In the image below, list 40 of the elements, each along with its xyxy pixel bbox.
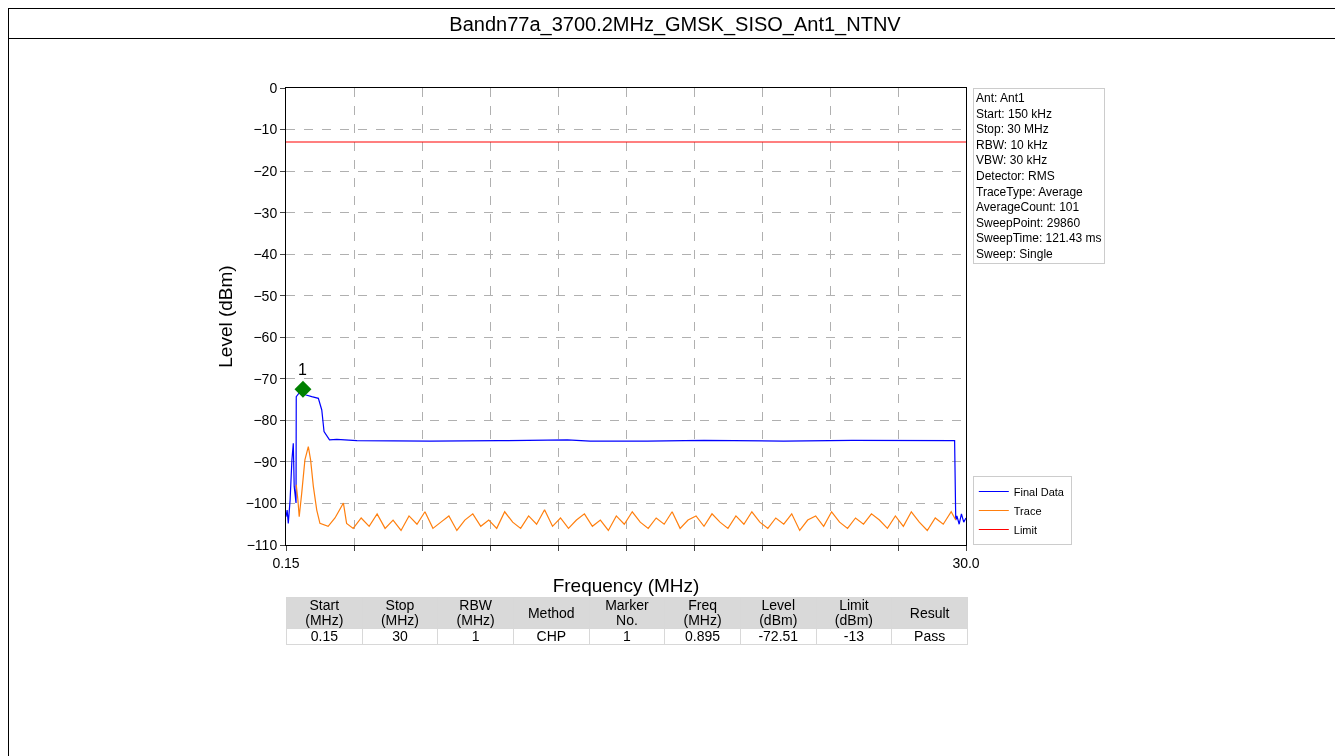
y-tick-label: −100	[245, 495, 278, 512]
x-axis-title: Frequency (MHz)	[552, 574, 700, 596]
text: 1	[437, 628, 514, 645]
text: -13	[816, 628, 892, 645]
text: 30	[362, 628, 438, 645]
text: Pass	[891, 628, 968, 645]
text: Ant: Ant1 Start: 150 kHz Stop: 30 MHz RBW: 10 kHz VBW: 30 kHz Detector: RMS TraceType: Average AverageCount: 101 SweepPoint: 29860 SweepTime: 121.43 ms Sweep: Single	[976, 91, 1102, 261]
y-tick-label: −20	[253, 162, 278, 179]
x-tick-label: 30.0	[952, 554, 980, 571]
text: CHP	[513, 628, 590, 645]
text: -72.51	[740, 628, 817, 645]
text: Level (dBm)	[740, 597, 817, 629]
y-tick-label: −10	[253, 121, 278, 138]
text: 0.15	[286, 628, 363, 645]
legend-label: Limit	[1013, 523, 1038, 536]
y-tick-label: −90	[253, 453, 278, 470]
y-tick-label: −50	[253, 287, 278, 304]
text: Stop (MHz)	[362, 597, 438, 629]
line-series	[295, 445, 957, 532]
annotation: 1	[298, 361, 307, 378]
y-tick-label: −80	[253, 412, 278, 429]
y-tick-label: −40	[253, 246, 278, 263]
text: Freq (MHz)	[664, 597, 741, 629]
legend-label: Final Data	[1013, 485, 1065, 498]
text: RBW (MHz)	[437, 597, 514, 629]
y-tick-label: −30	[253, 204, 278, 221]
y-axis-title: Level (dBm)	[214, 265, 236, 368]
text: 1	[589, 628, 665, 645]
y-tick-label: −70	[253, 370, 278, 387]
y-tick-label: −60	[253, 329, 278, 346]
legend-label: Trace	[1013, 504, 1042, 517]
text: Method	[513, 597, 590, 629]
text: Limit (dBm)	[816, 597, 892, 629]
text: Start (MHz)	[286, 597, 363, 629]
text: Result	[891, 597, 968, 629]
y-tick-label: 0	[269, 79, 278, 96]
text: Marker No.	[589, 597, 665, 629]
text: 0.895	[664, 628, 741, 645]
chart-title: Bandn77a_3700.2MHz_GMSK_SISO_Ant1_NTNV	[448, 13, 902, 36]
y-tick-label: −110	[246, 536, 278, 553]
